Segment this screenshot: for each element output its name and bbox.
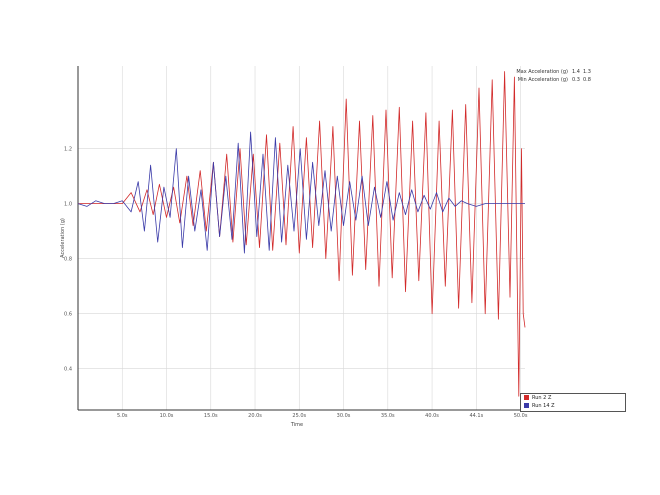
stat-value-min-run14: 0.8 xyxy=(583,77,591,83)
x-tick-label: 10.0s xyxy=(160,413,174,419)
legend-swatch-run2 xyxy=(524,395,529,400)
y-tick-label: 1.0 xyxy=(64,202,72,208)
stat-value-min-run2: 0.3 xyxy=(572,77,580,83)
x-tick-label: 44.1s xyxy=(469,413,483,419)
stat-label-max: Max Acceleration (g) xyxy=(516,69,568,75)
grid-lines xyxy=(78,66,525,410)
series-line-run-14-z xyxy=(77,131,525,254)
axes xyxy=(77,66,525,411)
x-tick-label: 5.0s xyxy=(117,413,128,419)
y-axis-label: Acceleration (g) xyxy=(60,218,66,258)
x-tick-label: 35.0s xyxy=(381,413,395,419)
y-tick-label: 0.6 xyxy=(64,312,72,318)
x-tick-label: 25.0s xyxy=(292,413,306,419)
x-axis-label: Time xyxy=(290,422,303,428)
stat-value-max-run14: 1.3 xyxy=(583,69,591,75)
legend-item-run14: Run 14 Z xyxy=(524,403,555,410)
legend: Run 2 Z Run 14 Z xyxy=(520,393,626,412)
x-tick-label: 30.0s xyxy=(337,413,351,419)
series-lines xyxy=(77,71,526,397)
y-tick-label: 0.8 xyxy=(64,257,72,263)
x-tick-labels: 5.0s 10.0s 15.0s 20.0s 25.0s 30.0s 35.0s 40.0s 4… xyxy=(117,413,528,419)
legend-label-run14: Run 14 Z xyxy=(532,403,555,409)
y-tick-labels: 0.4 0.6 0.8 1.0 1.2 xyxy=(64,147,72,373)
x-tick-label: 20.0s xyxy=(248,413,262,419)
stat-label-min: Min Acceleration (g) xyxy=(518,77,568,83)
legend-label-run2: Run 2 Z xyxy=(532,395,552,401)
stat-value-max-run2: 1.4 xyxy=(572,69,580,75)
x-tick-label: 40.0s xyxy=(425,413,439,419)
y-tick-label: 1.2 xyxy=(64,147,72,153)
legend-swatch-run14 xyxy=(524,403,529,408)
series-line-run-2-z xyxy=(78,71,526,397)
stats-box: Max Acceleration (g) 1.4 1.3 Min Acceler… xyxy=(516,69,591,83)
x-tick-label: 50.0s xyxy=(514,413,528,419)
legend-item-run2: Run 2 Z xyxy=(524,395,551,402)
y-tick-label: 0.4 xyxy=(64,367,72,373)
x-tick-label: 15.0s xyxy=(204,413,218,419)
